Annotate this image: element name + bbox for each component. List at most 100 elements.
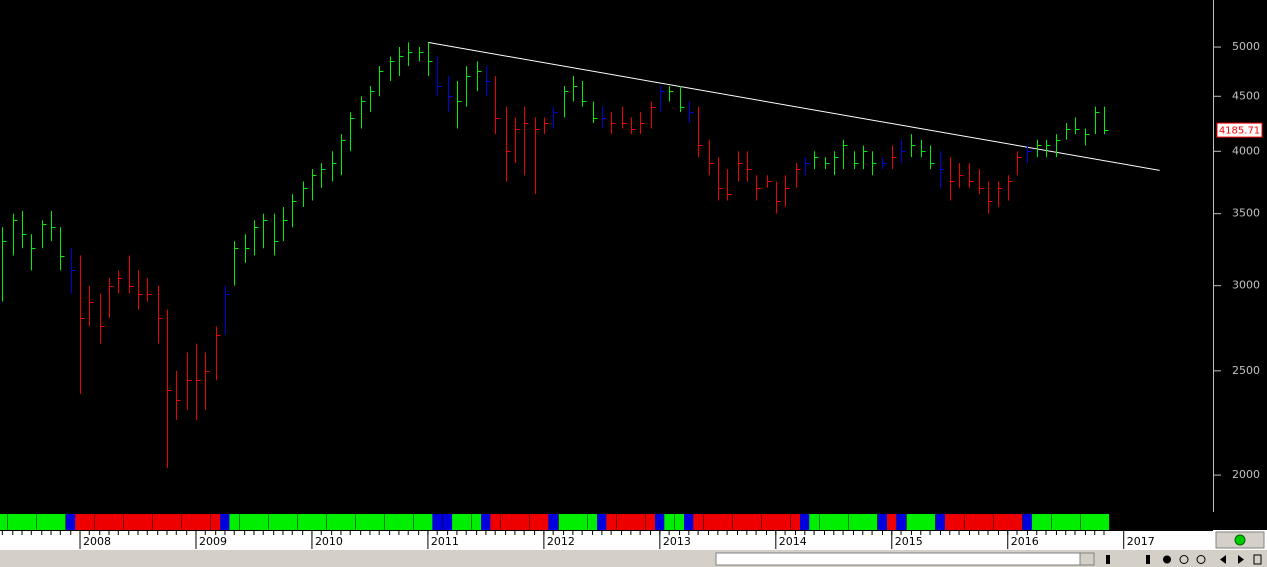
x-tick-label: 2014 xyxy=(779,535,807,548)
state-cell xyxy=(1041,514,1052,530)
state-cell xyxy=(191,514,202,530)
state-cell xyxy=(229,514,240,530)
state-cell xyxy=(481,514,492,530)
state-cell xyxy=(915,514,926,530)
state-cell xyxy=(452,514,463,530)
state-cell xyxy=(693,514,704,530)
state-cell xyxy=(345,514,356,530)
state-cell xyxy=(616,514,627,530)
scrollbar[interactable] xyxy=(715,552,1095,566)
state-cell xyxy=(993,514,1004,530)
state-cell xyxy=(249,514,260,530)
y-tick-label: 3000 xyxy=(1232,279,1260,292)
icon[interactable] xyxy=(1196,555,1206,564)
state-cell xyxy=(423,514,434,530)
state-cell xyxy=(577,514,588,530)
state-cell xyxy=(1002,514,1013,530)
state-cell xyxy=(84,514,95,530)
state-cell xyxy=(809,514,820,530)
state-cell xyxy=(1051,514,1062,530)
state-cell xyxy=(1012,514,1023,530)
x-tick-label: 2010 xyxy=(315,535,343,548)
state-cell xyxy=(568,514,579,530)
state-cell xyxy=(17,514,28,530)
state-cell xyxy=(519,514,530,530)
y-tick-label: 4500 xyxy=(1232,89,1260,102)
y-tick-label: 5000 xyxy=(1232,40,1260,53)
state-cell xyxy=(770,514,781,530)
state-cell xyxy=(1080,514,1091,530)
state-cell xyxy=(171,514,182,530)
state-cell xyxy=(326,514,337,530)
state-cell xyxy=(152,514,163,530)
state-cell xyxy=(935,514,946,530)
state-cell xyxy=(751,514,762,530)
state-cell xyxy=(316,514,327,530)
state-cell xyxy=(336,514,347,530)
y-tick-label: 3500 xyxy=(1232,207,1260,220)
icon[interactable] xyxy=(1179,555,1189,564)
x-axis-panel xyxy=(0,530,1267,550)
state-cell xyxy=(239,514,250,530)
state-cell xyxy=(664,514,675,530)
state-cell xyxy=(954,514,965,530)
state-cell xyxy=(162,514,173,530)
state-cell xyxy=(741,514,752,530)
state-cell xyxy=(1089,514,1100,530)
state-cell xyxy=(1099,514,1110,530)
state-cell xyxy=(200,514,211,530)
x-tick-label: 2015 xyxy=(895,535,923,548)
x-tick-label: 2016 xyxy=(1011,535,1039,548)
state-cell xyxy=(886,514,897,530)
state-cell xyxy=(220,514,231,530)
state-cell xyxy=(471,514,482,530)
state-cell xyxy=(432,514,443,530)
state-cell xyxy=(133,514,144,530)
state-cell xyxy=(1070,514,1081,530)
state-cell xyxy=(964,514,975,530)
state-cell xyxy=(355,514,366,530)
icon[interactable] xyxy=(1238,555,1244,564)
state-cell xyxy=(828,514,839,530)
state-cell xyxy=(490,514,501,530)
state-cell xyxy=(461,514,472,530)
state-cell xyxy=(258,514,269,530)
icon[interactable] xyxy=(1146,555,1150,564)
state-cell xyxy=(181,514,192,530)
state-cell xyxy=(1022,514,1033,530)
x-tick-label: 2012 xyxy=(547,535,575,548)
background xyxy=(0,0,1267,530)
state-cell xyxy=(877,514,888,530)
last-price-box xyxy=(1216,122,1263,138)
state-cell xyxy=(55,514,66,530)
x-tick-label: 2013 xyxy=(663,535,691,548)
state-cell xyxy=(548,514,559,530)
state-cell xyxy=(973,514,984,530)
icon[interactable] xyxy=(1220,555,1226,564)
state-cell xyxy=(104,514,115,530)
state-cell xyxy=(94,514,105,530)
state-cell xyxy=(510,514,521,530)
state-cell xyxy=(1060,514,1071,530)
icon[interactable] xyxy=(1163,555,1171,564)
state-cell xyxy=(307,514,318,530)
state-cell xyxy=(113,514,124,530)
state-cell xyxy=(268,514,279,530)
state-cell xyxy=(365,514,376,530)
state-cell xyxy=(75,514,86,530)
state-cell xyxy=(906,514,917,530)
state-cell xyxy=(0,514,8,530)
state-cell xyxy=(819,514,830,530)
state-cell xyxy=(655,514,665,530)
x-tick-label: 2009 xyxy=(199,535,227,548)
scroll-button[interactable] xyxy=(1079,552,1095,566)
y-tick-label: 2000 xyxy=(1232,468,1260,481)
icon[interactable] xyxy=(1253,554,1262,565)
state-cell xyxy=(925,514,936,530)
state-cell xyxy=(703,514,714,530)
state-cell xyxy=(278,514,289,530)
state-cell xyxy=(297,514,308,530)
icon[interactable] xyxy=(1106,555,1110,564)
state-cell xyxy=(142,514,153,530)
